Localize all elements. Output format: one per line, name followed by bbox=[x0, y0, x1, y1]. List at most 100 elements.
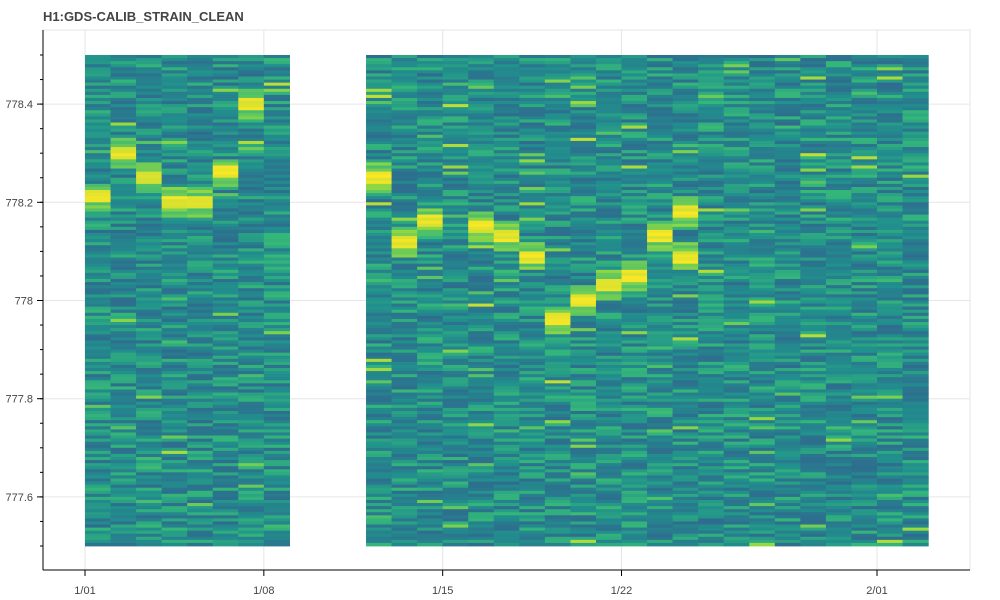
heatmap-cell bbox=[519, 380, 546, 384]
heatmap-cell bbox=[544, 190, 572, 194]
heatmap-cell bbox=[263, 254, 290, 258]
heatmap-cell bbox=[212, 248, 239, 252]
heatmap-cell bbox=[391, 481, 418, 486]
heatmap-cell bbox=[544, 186, 572, 191]
heatmap-cell bbox=[161, 441, 188, 446]
heatmap-cell bbox=[698, 496, 725, 501]
heatmap-cell bbox=[544, 165, 572, 169]
heatmap-cell bbox=[698, 472, 725, 476]
heatmap-cell bbox=[263, 143, 290, 148]
heatmap-cell bbox=[749, 312, 776, 317]
heatmap-cell bbox=[238, 143, 265, 148]
heatmap-cell bbox=[570, 107, 597, 111]
heatmap-cell bbox=[544, 159, 572, 163]
heatmap-cell bbox=[698, 343, 725, 347]
heatmap-cell bbox=[136, 174, 163, 179]
heatmap-cell bbox=[391, 58, 418, 62]
heatmap-cell bbox=[110, 334, 137, 338]
heatmap-cell bbox=[672, 364, 699, 369]
heatmap-cell bbox=[698, 58, 725, 62]
heatmap-cell bbox=[851, 199, 878, 203]
heatmap-cell bbox=[647, 248, 674, 252]
heatmap-cell bbox=[544, 392, 572, 397]
heatmap-cell bbox=[825, 55, 853, 59]
heatmap-cell bbox=[723, 153, 750, 157]
heatmap-cell bbox=[136, 496, 163, 501]
heatmap-cell bbox=[621, 407, 648, 412]
heatmap-cell bbox=[595, 79, 623, 84]
heatmap-cell bbox=[851, 503, 878, 507]
heatmap-cell bbox=[187, 223, 214, 228]
heatmap-cell bbox=[110, 76, 137, 80]
heatmap-cell bbox=[238, 509, 265, 513]
heatmap-cell bbox=[595, 202, 623, 206]
heatmap-cell bbox=[570, 315, 597, 320]
heatmap-cell bbox=[800, 254, 827, 258]
heatmap-cell bbox=[442, 420, 469, 424]
heatmap-cell bbox=[263, 70, 290, 74]
heatmap-cell bbox=[212, 282, 239, 286]
heatmap-cell bbox=[110, 147, 137, 151]
heatmap-cell bbox=[391, 401, 418, 406]
heatmap-cell bbox=[877, 383, 904, 387]
heatmap-cell bbox=[825, 254, 853, 258]
heatmap-cell bbox=[366, 395, 393, 400]
heatmap-cell bbox=[85, 426, 112, 430]
heatmap-cell bbox=[647, 506, 674, 510]
heatmap-cell bbox=[519, 407, 546, 412]
heatmap-cell bbox=[85, 530, 112, 535]
heatmap-cell bbox=[519, 67, 546, 71]
heatmap-cell bbox=[391, 137, 418, 142]
heatmap-cell bbox=[570, 94, 597, 99]
heatmap-cell bbox=[136, 527, 163, 532]
heatmap-cell bbox=[851, 55, 878, 59]
heatmap-cell bbox=[85, 527, 112, 532]
heatmap-cell bbox=[672, 414, 699, 418]
heatmap-cell bbox=[366, 340, 393, 344]
heatmap-cell bbox=[621, 524, 648, 528]
heatmap-cell bbox=[595, 245, 623, 249]
heatmap-cell bbox=[366, 371, 393, 375]
heatmap-cell bbox=[774, 190, 801, 194]
heatmap-cell bbox=[263, 410, 290, 415]
heatmap-cell bbox=[136, 521, 163, 525]
heatmap-cell bbox=[212, 202, 239, 206]
heatmap-cell bbox=[136, 116, 163, 120]
heatmap-cell bbox=[698, 475, 725, 479]
heatmap-cell bbox=[647, 279, 674, 283]
heatmap-cell bbox=[417, 171, 444, 176]
heatmap-cell bbox=[698, 453, 725, 458]
heatmap-cell bbox=[647, 414, 674, 418]
y-tick-label: 778.4 bbox=[5, 99, 33, 111]
heatmap-cell bbox=[238, 82, 265, 87]
heatmap-cell bbox=[212, 429, 239, 433]
heatmap-cell bbox=[877, 371, 904, 375]
heatmap-cell bbox=[161, 343, 188, 347]
heatmap-cell bbox=[391, 539, 418, 544]
heatmap-cell bbox=[723, 343, 750, 347]
heatmap-cell bbox=[442, 122, 469, 126]
heatmap-cell bbox=[877, 441, 904, 446]
heatmap-cell bbox=[519, 73, 546, 77]
heatmap-cell bbox=[366, 58, 393, 62]
heatmap-cell bbox=[723, 423, 750, 427]
heatmap-cell bbox=[800, 64, 827, 68]
heatmap-cell bbox=[187, 515, 214, 519]
heatmap-cell bbox=[698, 180, 725, 185]
heatmap-cell bbox=[544, 58, 572, 62]
heatmap-cell bbox=[136, 260, 163, 265]
heatmap-cell bbox=[442, 297, 469, 301]
heatmap-cell bbox=[544, 374, 572, 378]
heatmap-cell bbox=[161, 223, 188, 228]
heatmap-cell bbox=[544, 460, 572, 464]
heatmap-cell bbox=[391, 257, 418, 262]
heatmap-cell bbox=[187, 291, 214, 295]
heatmap-cell bbox=[493, 116, 520, 120]
heatmap-cell bbox=[493, 125, 520, 130]
heatmap-cell bbox=[902, 177, 929, 182]
heatmap-cell bbox=[187, 410, 214, 415]
heatmap-cell bbox=[544, 426, 572, 430]
heatmap-cell bbox=[366, 503, 393, 507]
heatmap-cell bbox=[238, 119, 265, 123]
heatmap-cell bbox=[366, 282, 393, 286]
